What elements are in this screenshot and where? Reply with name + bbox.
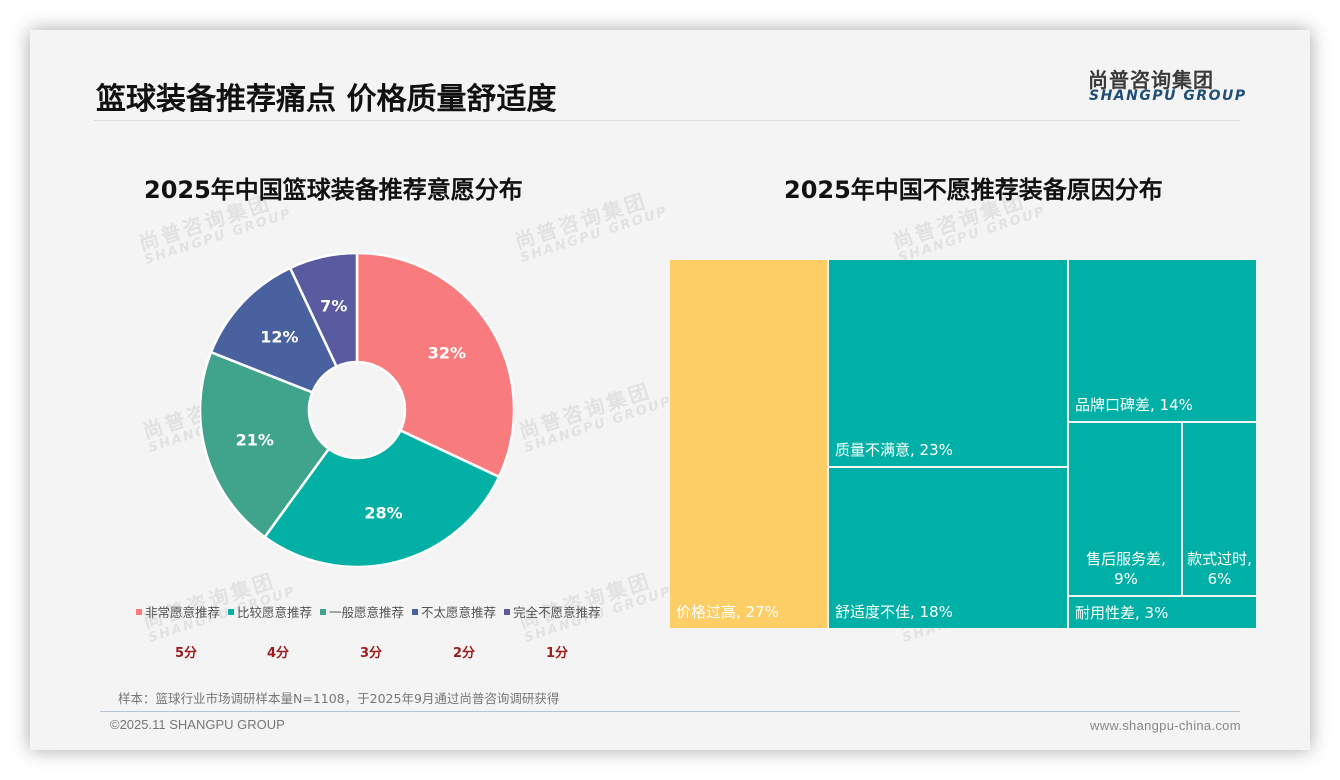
legend-label: 完全不愿意推荐 [513,605,601,620]
legend-item: 比较愿意推荐 [228,602,312,621]
donut-slice [355,253,514,479]
donut-slice-label: 12% [260,327,299,347]
legend-item: 非常愿意推荐 [136,602,220,621]
score-label: 2分 [452,646,476,661]
donut-legend: 非常愿意推荐 比较愿意推荐 一般愿意推荐 不太愿意推荐 完全不愿意推荐 [136,602,601,621]
legend-label: 比较愿意推荐 [237,605,313,620]
legend-label: 非常愿意推荐 [145,605,221,620]
treemap-tile-style: 款式过时, 6% [1183,423,1256,595]
treemap-chart: 价格过高, 27% 质量不满意, 23% 舒适度不佳, 18% 品牌口碑差, 1… [670,260,1256,628]
treemap-tile-quality: 质量不满意, 23% [829,260,1067,466]
footer-divider [100,711,1240,712]
donut-slice [200,350,331,539]
legend-item: 一般愿意推荐 [320,602,404,621]
donut-slice [209,266,339,394]
legend-swatch-icon [504,608,511,615]
treemap-tile-service: 售后服务差, 9% [1069,423,1181,595]
treemap-style-value: 6% [1207,569,1232,588]
copyright: ©2025.11 SHANGPU GROUP [110,717,285,732]
donut-chart [200,253,514,567]
legend-swatch-icon [412,608,419,615]
donut-slice-label: 32% [427,343,467,363]
sample-note: 样本：篮球行业市场调研样本量N=1108，于2025年9月通过尚普咨询调研获得 [118,691,560,706]
donut-slice-label: 7% [320,296,348,316]
donut-slice [288,253,359,369]
legend-swatch-icon [136,608,142,615]
legend-label: 一般愿意推荐 [329,605,405,620]
treemap-service-value: 9% [1114,569,1138,588]
legend-swatch-icon [228,608,235,615]
treemap-tile-comfort: 舒适度不佳, 18% [829,468,1067,628]
legend-item: 不太愿意推荐 [412,602,496,621]
logo-cn: 尚普咨询集团 [1088,68,1214,92]
treemap-tile-price: 价格过高, 27% [670,260,827,628]
donut-slice-label: 21% [235,430,274,450]
score-label: 5分 [174,646,198,661]
page-title: 篮球装备推荐痛点 价格质量舒适度 [96,82,557,117]
treemap-chart-title: 2025年中国不愿推荐装备原因分布 [784,176,1163,204]
donut-slice [262,428,501,567]
treemap-style-name: 款式过时, [1187,550,1252,568]
legend-swatch-icon [320,608,327,615]
score-label: 4分 [266,646,290,661]
treemap-tile-brand: 品牌口碑差, 14% [1069,260,1256,421]
donut-chart-title: 2025年中国篮球装备推荐意愿分布 [144,176,523,204]
website-link[interactable]: www.shangpu-china.com [1090,718,1241,733]
legend-item: 完全不愿意推荐 [504,602,601,621]
title-divider [94,120,1240,121]
donut-slice-label: 28% [364,503,403,523]
treemap-tile-durability: 耐用性差, 3% [1069,597,1256,628]
score-label: 3分 [359,646,383,661]
slide: 尚普咨询集团 SHANGPU GROUP 尚普咨询集团 SHANGPU GROUP … [30,30,1310,750]
logo-en: SHANGPU GROUP [1089,88,1247,104]
score-label: 1分 [545,646,569,661]
legend-label: 不太愿意推荐 [421,605,497,620]
treemap-service-name: 售后服务差, [1086,550,1166,568]
